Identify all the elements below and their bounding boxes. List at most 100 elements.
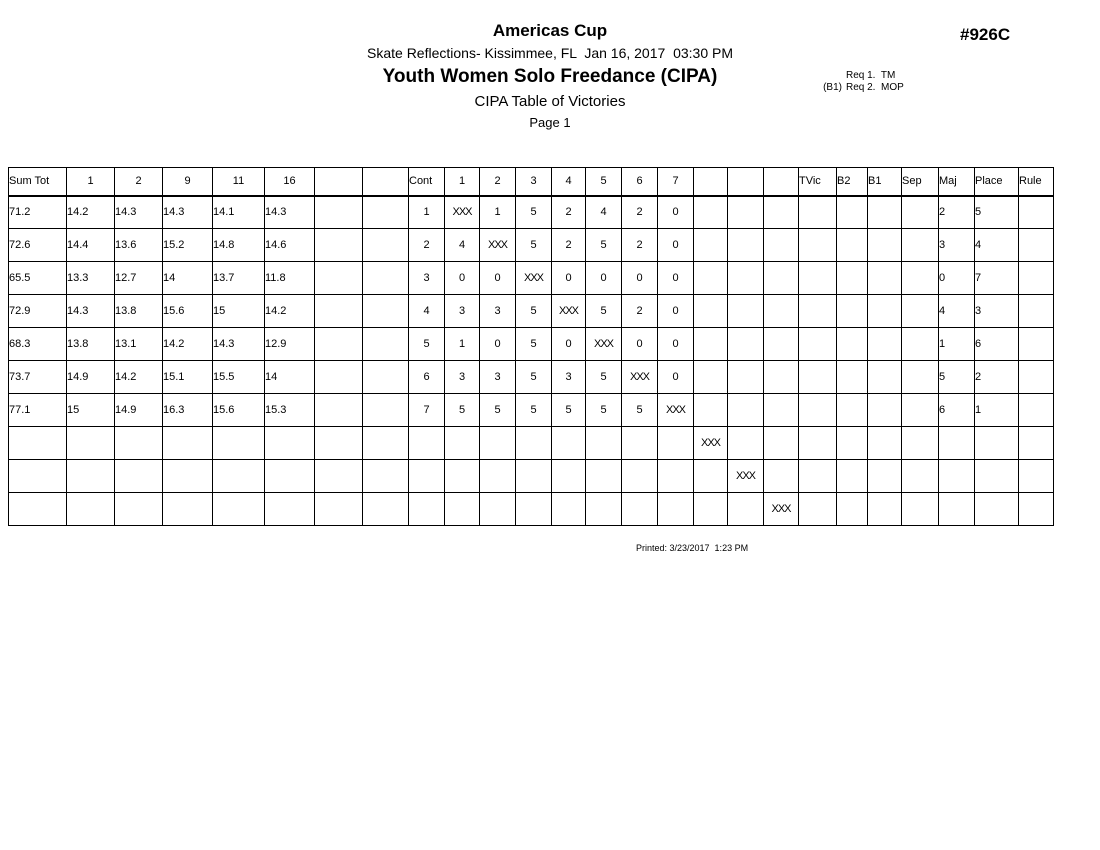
table-cell: 14.8 <box>212 228 265 262</box>
table-cell: 0 <box>657 327 694 361</box>
table-cell <box>66 426 115 460</box>
table-cell <box>727 261 764 295</box>
table-cell: 73.7 <box>8 360 67 394</box>
table-row: 72.6 14.4 13.6 15.2 14.8 14.6 2 4 XXX 5 2 5 2 0 3 4 <box>8 228 1054 262</box>
req-1-text: Req 1. TM <box>846 70 896 81</box>
header-cell-maj: Maj <box>938 167 975 196</box>
req-line-2: (B1) Req 2. MOP <box>816 82 904 94</box>
header-cell-blank <box>727 167 764 196</box>
table-cell <box>551 459 586 493</box>
table-cell <box>727 294 764 328</box>
table-cell <box>763 294 799 328</box>
table-cell <box>798 327 837 361</box>
table-cell <box>836 294 868 328</box>
table-cell: 15.5 <box>212 360 265 394</box>
table-cell: 0 <box>657 360 694 394</box>
table-cell: 0 <box>938 261 975 295</box>
table-cell: 0 <box>585 261 622 295</box>
table-cell <box>727 426 764 460</box>
table-cell: 4 <box>585 195 622 229</box>
table-cell: 5 <box>515 327 552 361</box>
table-cell: 14.3 <box>162 195 213 229</box>
table-cell <box>901 492 939 526</box>
table-cell: 6 <box>974 327 1019 361</box>
table-cell <box>585 459 622 493</box>
table-cell <box>763 426 799 460</box>
event-title: Americas Cup <box>492 21 608 40</box>
table-cell: 3 <box>444 360 480 394</box>
table-cell <box>867 261 902 295</box>
header-cell-cont: Cont <box>408 167 445 196</box>
table-cell: 1 <box>974 393 1019 427</box>
table-cell <box>727 492 764 526</box>
table-cell <box>444 426 480 460</box>
table-cell <box>938 426 975 460</box>
req-2-prefix: (B1) <box>823 82 842 93</box>
table-cell: 6 <box>408 360 445 394</box>
table-cell <box>693 228 728 262</box>
header-cell-16: 16 <box>264 167 315 196</box>
table-cell <box>867 459 902 493</box>
table-cell: 5 <box>515 228 552 262</box>
table-cell: 4 <box>938 294 975 328</box>
table-cell <box>657 426 694 460</box>
table-cell: 5 <box>515 360 552 394</box>
table-cell: 4 <box>444 228 480 262</box>
table-cell: 72.9 <box>8 294 67 328</box>
table-cell <box>938 492 975 526</box>
table-cell <box>763 393 799 427</box>
table-cell <box>314 426 363 460</box>
table-cell <box>1018 426 1054 460</box>
header-cell-3: 3 <box>515 167 552 196</box>
table-cell <box>798 228 837 262</box>
table-cell <box>798 459 837 493</box>
table-cell: 5 <box>515 294 552 328</box>
table-cell <box>1018 393 1054 427</box>
table-cell <box>763 327 799 361</box>
table-cell <box>763 195 799 229</box>
table-cell <box>798 393 837 427</box>
table-cell: 1 <box>479 195 516 229</box>
table-cell <box>362 360 409 394</box>
table-cell: 2 <box>938 195 975 229</box>
table-cell <box>1018 294 1054 328</box>
table-cell <box>657 459 694 493</box>
table-cell: 15 <box>212 294 265 328</box>
header-cell-rule: Rule <box>1018 167 1054 196</box>
table-cell <box>836 261 868 295</box>
table-cell: 14.9 <box>66 360 115 394</box>
table-cell <box>727 195 764 229</box>
table-cell: 15.6 <box>162 294 213 328</box>
table-cell: 71.2 <box>8 195 67 229</box>
table-cell <box>515 459 552 493</box>
table-cell <box>1018 459 1054 493</box>
table-cell <box>901 426 939 460</box>
table-cell: 14.4 <box>66 228 115 262</box>
table-cell <box>621 426 658 460</box>
table-cell: 2 <box>621 195 658 229</box>
table-cell <box>836 426 868 460</box>
table-cell: 3 <box>479 294 516 328</box>
table-cell <box>836 459 868 493</box>
table-cell: 0 <box>479 261 516 295</box>
table-cell <box>362 393 409 427</box>
table-cell: 5 <box>938 360 975 394</box>
table-cell <box>314 393 363 427</box>
table-cell: 65.5 <box>8 261 67 295</box>
table-cell: 5 <box>444 393 480 427</box>
table-cell <box>479 459 516 493</box>
header-cell-9: 9 <box>162 167 213 196</box>
table-cell: 0 <box>621 261 658 295</box>
table-cell: 3 <box>408 261 445 295</box>
page-number: Page 1 <box>529 115 571 130</box>
table-cell <box>408 492 445 526</box>
table-cell: 5 <box>974 195 1019 229</box>
table-cell <box>162 426 213 460</box>
table-cell: 14.9 <box>114 393 163 427</box>
table-cell <box>798 426 837 460</box>
table-cell <box>693 360 728 394</box>
table-cell <box>621 492 658 526</box>
header-cell-11: 11 <box>212 167 265 196</box>
table-of-victories: Sum Tot 1 2 9 11 16 Cont 1 2 3 4 5 6 7 TVic B2 B1 Sep Maj P… <box>8 167 1054 526</box>
table-cell <box>836 195 868 229</box>
